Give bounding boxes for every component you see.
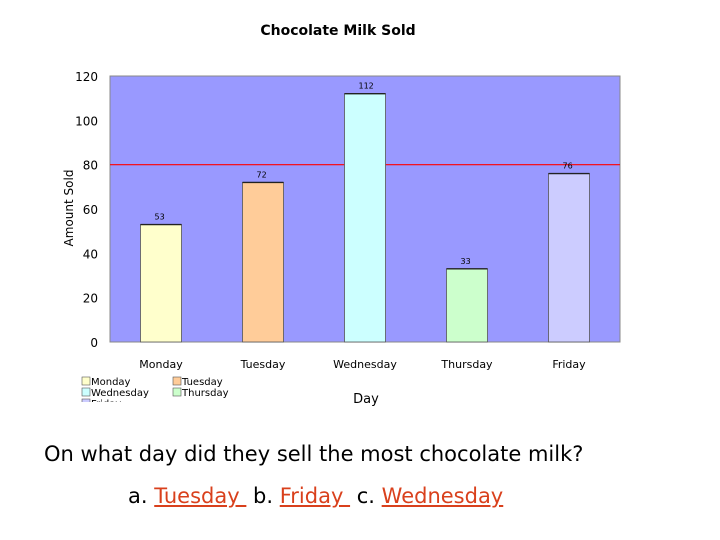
data-label: 72 <box>257 170 267 179</box>
x-tick-label: Thursday <box>440 358 493 371</box>
y-tick-label: 60 <box>83 203 98 217</box>
x-tick-label: Friday <box>552 358 586 371</box>
legend-label: Friday <box>91 399 121 410</box>
x-tick-label: Wednesday <box>333 358 397 371</box>
choice-a[interactable]: a. Tuesday <box>128 484 253 508</box>
bar-wednesday <box>344 93 386 343</box>
data-label: 112 <box>359 82 374 91</box>
y-axis-label: Amount Sold <box>62 170 76 247</box>
chart-title: Chocolate Milk Sold <box>260 23 415 39</box>
legend-swatch <box>172 387 182 397</box>
legend: Monday Tuesday Wednesday Thursday Friday <box>81 376 229 410</box>
legend-label: Tuesday <box>181 377 223 388</box>
data-label: 76 <box>563 162 573 171</box>
x-tick-label: Monday <box>139 358 183 371</box>
bar-chart: Chocolate Milk Sold 0 20 40 60 80 100 120 53 72… <box>62 23 621 410</box>
legend-item: Thursday <box>172 387 229 399</box>
legend-swatch <box>172 376 182 386</box>
legend-item: Monday <box>81 376 131 388</box>
x-tick-label: Tuesday <box>240 358 286 371</box>
choice-a-answer: Tuesday <box>154 484 247 508</box>
choice-b-prefix: b. <box>253 484 280 508</box>
choice-c[interactable]: c. Wednesday <box>357 484 504 508</box>
y-tick-label: 80 <box>83 159 98 173</box>
x-axis-label: Day <box>353 392 379 407</box>
bar-thursday <box>446 268 488 343</box>
choice-c-prefix: c. <box>356 484 382 508</box>
data-label: 53 <box>155 213 165 222</box>
legend-label: Monday <box>91 377 131 388</box>
choice-a-prefix: a. <box>128 484 155 508</box>
y-tick-label: 20 <box>83 292 98 306</box>
y-tick-label: 120 <box>75 70 98 84</box>
bar-friday <box>548 173 590 343</box>
choice-b-answer: Friday <box>279 484 351 508</box>
y-tick-label: 0 <box>90 336 98 350</box>
question-text: On what day did they sell the most choco… <box>44 442 584 466</box>
legend-item: Wednesday <box>81 387 149 399</box>
choice-c-answer: Wednesday <box>381 484 504 508</box>
legend-label: Thursday <box>181 388 229 399</box>
legend-swatch <box>81 398 91 402</box>
legend-swatch <box>81 376 91 386</box>
legend-swatch <box>81 387 91 397</box>
legend-item: Friday <box>81 398 121 410</box>
bar-tuesday <box>242 181 284 343</box>
legend-item: Tuesday <box>172 376 223 388</box>
y-tick-label: 40 <box>83 247 98 261</box>
data-label: 33 <box>461 257 471 266</box>
answer-choices: a. Tuesday b. Friday c. Wednesday <box>128 484 503 508</box>
choice-b[interactable]: b. Friday <box>253 484 357 508</box>
bar-monday <box>140 224 182 343</box>
legend-label: Wednesday <box>91 388 149 399</box>
y-tick-label: 100 <box>75 114 98 128</box>
